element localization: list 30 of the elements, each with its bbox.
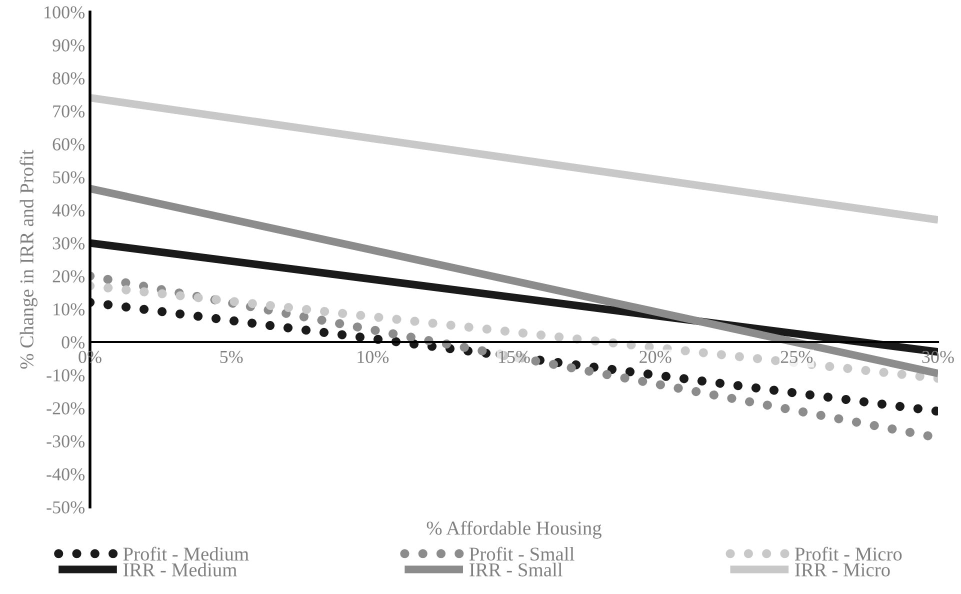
- y-tick-label: 90%: [52, 39, 85, 52]
- y-tick-label: 80%: [52, 72, 85, 84]
- legend-label: Profit - Micro: [794, 546, 902, 561]
- x-tick-label: 25%: [780, 350, 813, 364]
- legend-label: Profit - Medium: [123, 546, 249, 561]
- y-tick-label: 30%: [52, 237, 85, 250]
- legend-label: IRR - Micro: [795, 563, 890, 576]
- y-tick-label: 100%: [44, 6, 85, 18]
- y-tick-label: -10%: [46, 369, 85, 382]
- x-tick-label: 5%: [220, 350, 243, 364]
- legend-label: Profit - Small: [469, 546, 574, 561]
- x-tick-label: 15%: [499, 350, 530, 364]
- x-tick-label: 30%: [922, 350, 954, 364]
- legend-label: IRR - Medium: [123, 562, 237, 576]
- y-tick-label: 40%: [52, 204, 85, 216]
- y-tick-label: -50%: [46, 501, 85, 514]
- y-tick-label: 10%: [54, 303, 85, 316]
- y-tick-label: 0%: [62, 336, 85, 348]
- y-tick-label: -30%: [46, 435, 85, 448]
- y-axis-title: % Change in IRR and Profit: [20, 150, 38, 369]
- legend-label: IRR - Small: [470, 562, 562, 576]
- x-tick-label: 10%: [358, 350, 389, 364]
- y-tick-label: 20%: [52, 270, 85, 282]
- y-tick-label: -20%: [46, 402, 85, 414]
- y-tick-label: 70%: [53, 105, 85, 118]
- x-tick-label: 20%: [640, 350, 672, 364]
- x-axis-title: % Affordable Housing: [426, 520, 602, 539]
- y-tick-label: 50%: [53, 171, 85, 184]
- y-tick-label: -40%: [46, 468, 85, 480]
- y-tick-label: 60%: [52, 138, 85, 150]
